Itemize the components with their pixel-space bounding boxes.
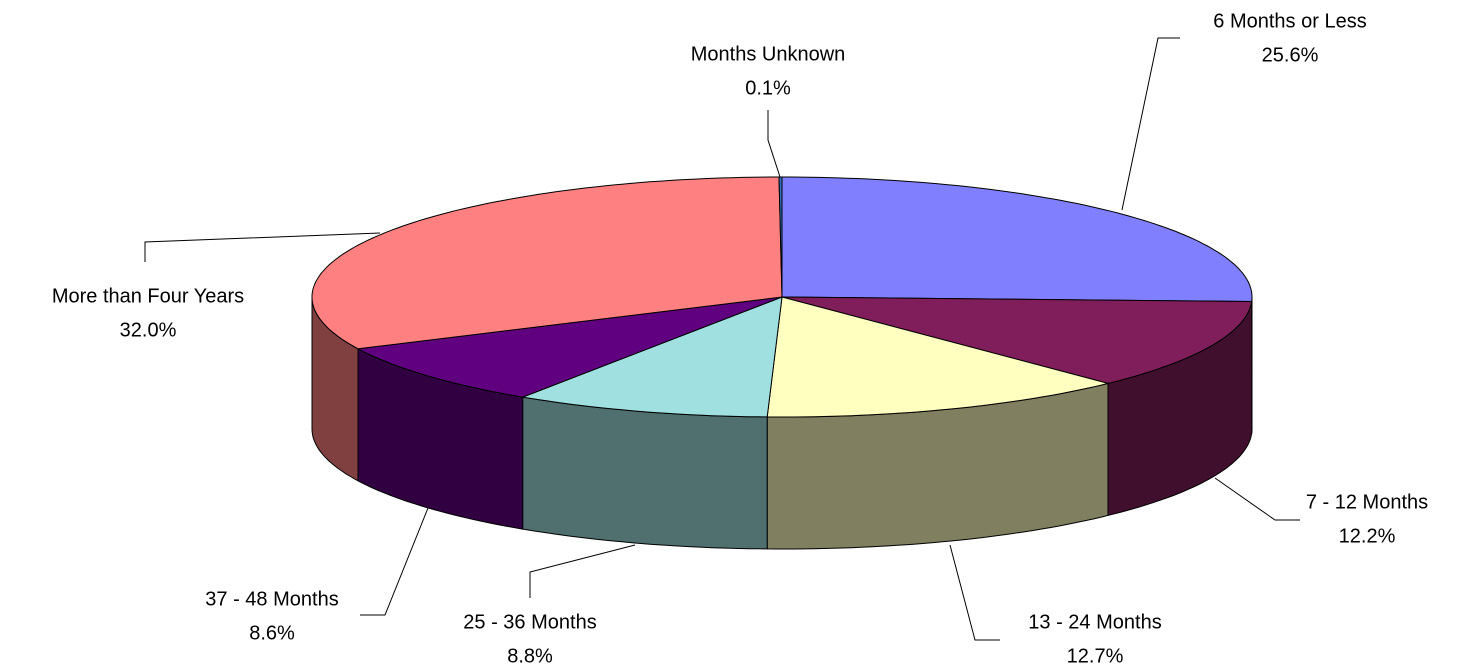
slice <box>520 296 783 418</box>
slice <box>311 176 783 350</box>
leader-line <box>1214 477 1300 521</box>
data-label-name: More than Four Years <box>52 285 244 307</box>
data-label-name: 37 - 48 Months <box>205 588 338 610</box>
leader-line <box>1121 37 1180 211</box>
slice <box>356 296 783 398</box>
data-label-name: 6 Months or Less <box>1213 10 1366 32</box>
slice <box>766 296 1109 418</box>
data-label-value: 8.6% <box>249 622 295 644</box>
leader-line <box>144 232 381 262</box>
data-label-value: 32.0% <box>120 319 177 341</box>
leader-line <box>767 110 781 178</box>
slice <box>781 296 1253 384</box>
data-label-name: 25 - 36 Months <box>463 611 596 633</box>
data-label-name: Months Unknown <box>691 43 846 65</box>
slice-side <box>522 396 768 550</box>
leader-line <box>949 544 1000 641</box>
data-label-name: 13 - 24 Months <box>1028 611 1161 633</box>
data-label-value: 12.2% <box>1339 525 1396 547</box>
data-label-value: 12.7% <box>1067 645 1124 667</box>
data-label-value: 8.8% <box>507 645 553 667</box>
data-label-name: 7 - 12 Months <box>1306 491 1428 513</box>
data-label-value: 25.6% <box>1262 44 1319 66</box>
leader-line <box>360 507 429 616</box>
slice <box>781 176 1253 303</box>
slice <box>778 176 783 298</box>
data-label-value: 0.1% <box>745 77 791 99</box>
leader-line <box>529 544 636 598</box>
